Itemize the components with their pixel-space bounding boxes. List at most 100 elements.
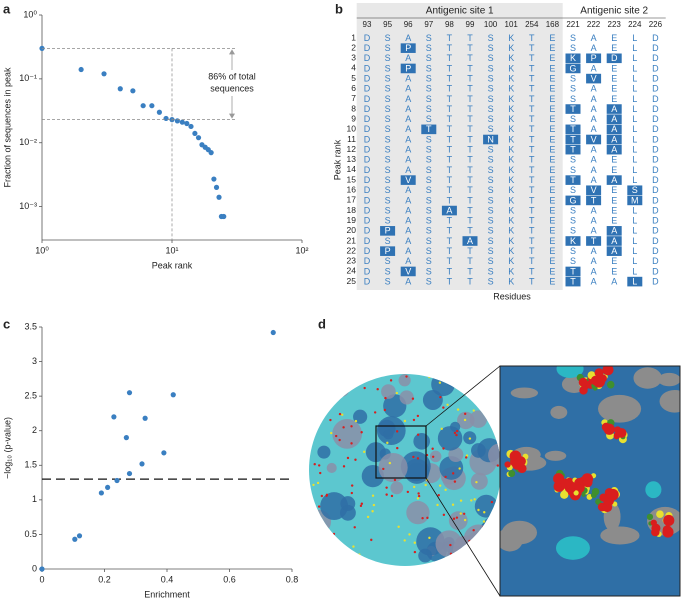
capsid-residue (452, 472, 455, 475)
residue: S (570, 165, 576, 175)
residue: S (385, 266, 391, 276)
capsid-residue (411, 397, 415, 400)
data-point (221, 213, 227, 220)
residue: L (632, 33, 637, 43)
capsid-residue (463, 412, 467, 416)
residue-highlight (565, 276, 581, 287)
residue: E (611, 155, 617, 165)
capsid-patch (340, 496, 356, 512)
residue: E (549, 266, 555, 276)
residue: L (632, 73, 637, 83)
residue: T (447, 134, 453, 144)
residue: S (570, 84, 576, 94)
residue: T (570, 145, 576, 155)
capsid-residue (353, 526, 356, 529)
capsid-patch (448, 511, 468, 531)
capsid-patch (439, 456, 464, 480)
residue: D (652, 216, 659, 226)
capsid-patch (312, 374, 335, 386)
residue: D (652, 134, 659, 144)
residue-highlight (627, 276, 643, 287)
capsid-residue (337, 396, 340, 400)
row-rank: 14 (347, 164, 357, 174)
residue: S (426, 84, 432, 94)
residue: T (529, 246, 535, 256)
residue: T (447, 124, 453, 134)
residue: D (364, 246, 371, 256)
residue: T (591, 236, 597, 246)
data-point (123, 435, 129, 441)
y-axis-label: −log₁₀ (p-value) (2, 417, 12, 479)
residue: S (488, 114, 494, 124)
residue: S (570, 33, 576, 43)
residue: T (529, 104, 535, 114)
column-header: 98 (445, 20, 454, 29)
residue: E (611, 63, 617, 73)
capsid-residue (390, 494, 394, 498)
residue: S (426, 195, 432, 205)
residue: E (549, 175, 555, 185)
capsid-residue (350, 442, 353, 445)
residue: D (364, 84, 371, 94)
capsid-residue (363, 450, 366, 454)
data-point (161, 450, 167, 456)
capsid-residue (490, 500, 494, 504)
row-rank: 15 (347, 174, 357, 184)
capsid-residue (327, 381, 330, 384)
zoom-connector (425, 365, 501, 427)
residue: A (405, 246, 411, 256)
capsid-residue (425, 374, 428, 377)
capsid-patch (413, 433, 430, 450)
data-point (101, 71, 107, 77)
capsid-residue (327, 405, 330, 409)
residue: S (488, 175, 494, 185)
capsid-residue (321, 407, 325, 410)
residue: T (467, 145, 473, 155)
residue: S (385, 185, 391, 195)
surface-green (581, 492, 586, 497)
residue-highlight (565, 134, 581, 145)
residue: S (570, 246, 576, 256)
column-header: 226 (649, 20, 663, 29)
capsid-residue (340, 385, 344, 388)
residue: T (447, 43, 453, 53)
residue: S (570, 94, 576, 104)
surface-red (606, 488, 619, 501)
row-rank: 19 (347, 215, 357, 225)
residue: A (611, 134, 617, 144)
surface-red (582, 477, 593, 488)
residue: E (549, 246, 555, 256)
residue: T (447, 226, 453, 236)
capsid-patch (400, 451, 431, 482)
residue: D (364, 266, 371, 276)
residue: D (364, 216, 371, 226)
residue: L (632, 134, 637, 144)
residue: S (426, 256, 432, 266)
capsid-patch (383, 429, 394, 440)
surface-red (593, 375, 606, 388)
data-point (163, 115, 169, 122)
residue: D (652, 114, 659, 124)
residue: D (652, 276, 659, 286)
capsid-residue (417, 492, 420, 495)
residue: T (467, 216, 473, 226)
residue: K (508, 63, 514, 73)
row-rank: 5 (351, 73, 356, 83)
residue: D (364, 33, 371, 43)
residue: T (529, 236, 535, 246)
capsid-residue (366, 515, 370, 519)
residue: S (385, 73, 391, 83)
x-axis-label: Peak rank (152, 260, 193, 270)
capsid-residue (320, 387, 323, 391)
capsid-residue (442, 513, 446, 517)
capsid-residue (376, 388, 379, 391)
capsid-residue (444, 475, 447, 479)
y-tick-label: 3 (32, 356, 37, 366)
residue: S (488, 185, 494, 195)
residue: T (570, 175, 576, 185)
residue: T (529, 195, 535, 205)
residue-highlight (586, 195, 602, 206)
capsid-residue (483, 526, 486, 529)
surface-patch (555, 536, 590, 560)
capsid-residue (451, 503, 455, 506)
